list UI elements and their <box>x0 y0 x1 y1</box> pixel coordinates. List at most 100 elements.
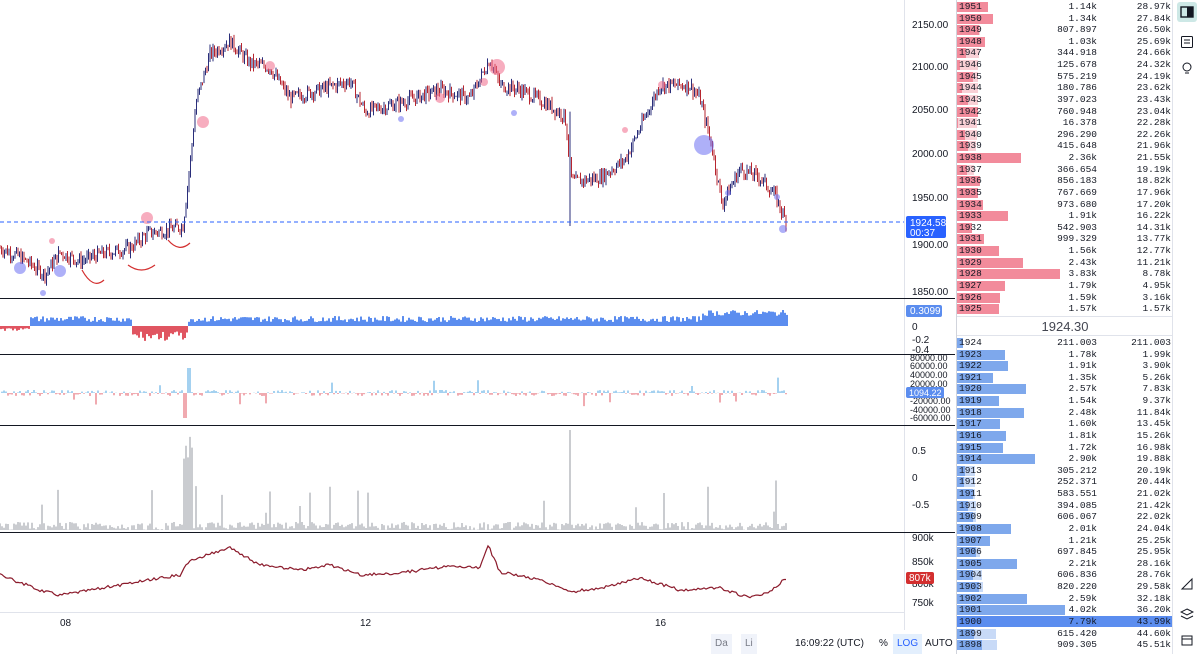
book-row[interactable]: 1907 1.21k 25.25k <box>957 535 1172 547</box>
book-row[interactable]: 1922 1.91k 3.90k <box>957 360 1172 372</box>
book-row[interactable]: 1937 366.654 19.19k <box>957 164 1172 176</box>
book-row[interactable]: 1916 1.81k 15.26k <box>957 430 1172 442</box>
book-row[interactable]: 1904 606.836 28.76k <box>957 569 1172 581</box>
book-cum: 22.26k <box>1136 128 1171 140</box>
book-row[interactable]: 1925 1.57k 1.57k <box>957 303 1172 315</box>
book-row[interactable]: 1932 542.903 14.31k <box>957 222 1172 234</box>
log-toggle[interactable]: LOG <box>893 634 923 654</box>
book-vol: 4.02k <box>1068 604 1097 616</box>
book-row[interactable]: 1947 344.918 24.66k <box>957 47 1172 59</box>
book-row[interactable]: 1938 2.36k 21.55k <box>957 152 1172 164</box>
book-row[interactable]: 1949 807.897 26.50k <box>957 24 1172 36</box>
book-row[interactable]: 1913 305.212 20.19k <box>957 465 1172 477</box>
ind1-bar <box>78 318 80 326</box>
range-button[interactable]: Li <box>741 634 757 654</box>
main-price-pane[interactable] <box>0 33 904 296</box>
book-row[interactable]: 1948 1.03k 25.69k <box>957 36 1172 48</box>
ind1-bar <box>196 320 198 326</box>
book-icon[interactable] <box>1177 2 1197 22</box>
book-cum: 11.84k <box>1136 406 1171 418</box>
book-row[interactable]: 1909 606.067 22.02k <box>957 511 1172 523</box>
book-row[interactable]: 1942 760.948 23.04k <box>957 106 1172 118</box>
calendar-icon[interactable] <box>1177 630 1197 650</box>
book-row[interactable]: 1900 7.79k 43.99k <box>957 615 1172 628</box>
book-price: 1910 <box>959 499 982 511</box>
ind1-bar <box>42 316 44 326</box>
book-row[interactable]: 1908 2.01k 24.04k <box>957 523 1172 535</box>
book-row[interactable]: 1933 1.91k 16.22k <box>957 210 1172 222</box>
volume-bar <box>957 419 1001 430</box>
book-row[interactable]: 1946 125.678 24.32k <box>957 59 1172 71</box>
book-row[interactable]: 1929 2.43k 11.21k <box>957 257 1172 269</box>
book-vol: 2.36k <box>1068 152 1097 164</box>
book-row[interactable]: 1921 1.35k 5.26k <box>957 372 1172 384</box>
ind1-bar <box>588 317 590 326</box>
book-row[interactable]: 1914 2.90k 19.88k <box>957 453 1172 465</box>
time-axis[interactable]: 08 12 16 <box>60 618 667 629</box>
bulb-icon[interactable] <box>1177 58 1197 78</box>
book-row[interactable]: 1930 1.56k 12.77k <box>957 245 1172 257</box>
book-row[interactable]: 1939 415.648 21.96k <box>957 140 1172 152</box>
ind1-bar <box>746 312 748 326</box>
book-row[interactable]: 1915 1.72k 16.98k <box>957 442 1172 454</box>
indicator-pane-4[interactable]: 900k 850k 800k 750k 807k <box>0 533 935 609</box>
auto-toggle[interactable]: AUTO <box>925 638 953 649</box>
book-row[interactable]: 1945 575.219 24.19k <box>957 71 1172 83</box>
book-row[interactable]: 1950 1.34k 27.84k <box>957 13 1172 25</box>
range-button[interactable]: Da <box>711 634 732 654</box>
indicator-pane-2[interactable]: 80000.00 60000.00 40000.00 20000.00 -200… <box>0 353 951 423</box>
book-row[interactable]: 1951 1.14k 28.97k <box>957 1 1172 13</box>
book-row[interactable]: 1944 180.786 23.62k <box>957 82 1172 94</box>
book-price: 1914 <box>959 453 982 465</box>
book-row[interactable]: 1910 394.085 21.42k <box>957 500 1172 512</box>
book-row[interactable]: 1899 615.420 44.60k <box>957 628 1172 640</box>
indicator-pane-1[interactable]: 0 -0.2 -0.4 0.3099 <box>0 305 942 356</box>
book-row[interactable]: 1902 2.59k 32.18k <box>957 593 1172 605</box>
book-row[interactable]: 1905 2.21k 28.16k <box>957 558 1172 570</box>
book-row[interactable]: 1934 973.680 17.20k <box>957 199 1172 211</box>
ind1-tick: -0.4 <box>912 345 930 356</box>
ind1-bar <box>544 316 546 326</box>
ind1-badge-value: 0.3099 <box>910 306 941 317</box>
ind1-bar <box>468 317 470 326</box>
cumulative-depth-bar <box>957 129 977 140</box>
ind1-bar <box>574 318 576 326</box>
ind1-bar <box>172 326 174 335</box>
percent-toggle[interactable]: % <box>879 638 888 649</box>
order-book[interactable]: 1951 1.14k 28.97k 1950 1.34k 27.84k 1949 807.89… <box>956 0 1172 654</box>
book-row[interactable]: 1941 16.378 22.28k <box>957 117 1172 129</box>
book-price: 1909 <box>959 511 982 523</box>
list-icon[interactable] <box>1177 32 1197 52</box>
ind1-bar <box>50 317 52 326</box>
indicator-pane-3[interactable]: 0.5 0 -0.5 <box>0 430 930 530</box>
book-row[interactable]: 1928 3.83k 8.78k <box>957 268 1172 280</box>
book-row[interactable]: 1912 252.371 20.44k <box>957 476 1172 488</box>
book-row[interactable]: 1943 397.023 23.43k <box>957 94 1172 106</box>
book-row[interactable]: 1919 1.54k 9.37k <box>957 395 1172 407</box>
drawing-icon[interactable] <box>1177 574 1197 594</box>
book-row[interactable]: 1935 767.669 17.96k <box>957 187 1172 199</box>
book-row[interactable]: 1926 1.59k 3.16k <box>957 292 1172 304</box>
ind1-bar <box>296 319 298 326</box>
book-row[interactable]: 1898 909.305 45.51k <box>957 639 1172 651</box>
book-row[interactable]: 1917 1.60k 13.45k <box>957 418 1172 430</box>
book-row[interactable]: 1906 697.845 25.95k <box>957 546 1172 558</box>
book-row[interactable]: 1903 820.220 29.58k <box>957 581 1172 593</box>
price-axis[interactable]: 2150.00 2100.00 2050.00 2000.00 1950.00 … <box>906 20 949 298</box>
ind1-bar <box>274 317 276 326</box>
layers-icon[interactable] <box>1177 604 1197 624</box>
book-row[interactable]: 1940 296.290 22.26k <box>957 129 1172 141</box>
book-row[interactable]: 1936 856.183 18.82k <box>957 175 1172 187</box>
book-row[interactable]: 1923 1.78k 1.99k <box>957 349 1172 361</box>
book-row[interactable]: 1901 4.02k 36.20k <box>957 604 1172 616</box>
ind1-bar <box>694 316 696 326</box>
book-row[interactable]: 1931 999.329 13.77k <box>957 233 1172 245</box>
ind1-bar <box>40 319 42 326</box>
book-row[interactable]: 1918 2.48k 11.84k <box>957 407 1172 419</box>
chart-area[interactable]: 2150.00 2100.00 2050.00 2000.00 1950.00 … <box>0 0 955 654</box>
book-row[interactable]: 1911 583.551 21.02k <box>957 488 1172 500</box>
book-row[interactable]: 1924 211.003 211.003 <box>957 337 1172 349</box>
book-row[interactable]: 1927 1.79k 4.95k <box>957 280 1172 292</box>
book-row[interactable]: 1920 2.57k 7.83k <box>957 383 1172 395</box>
ind1-bar <box>590 318 592 326</box>
